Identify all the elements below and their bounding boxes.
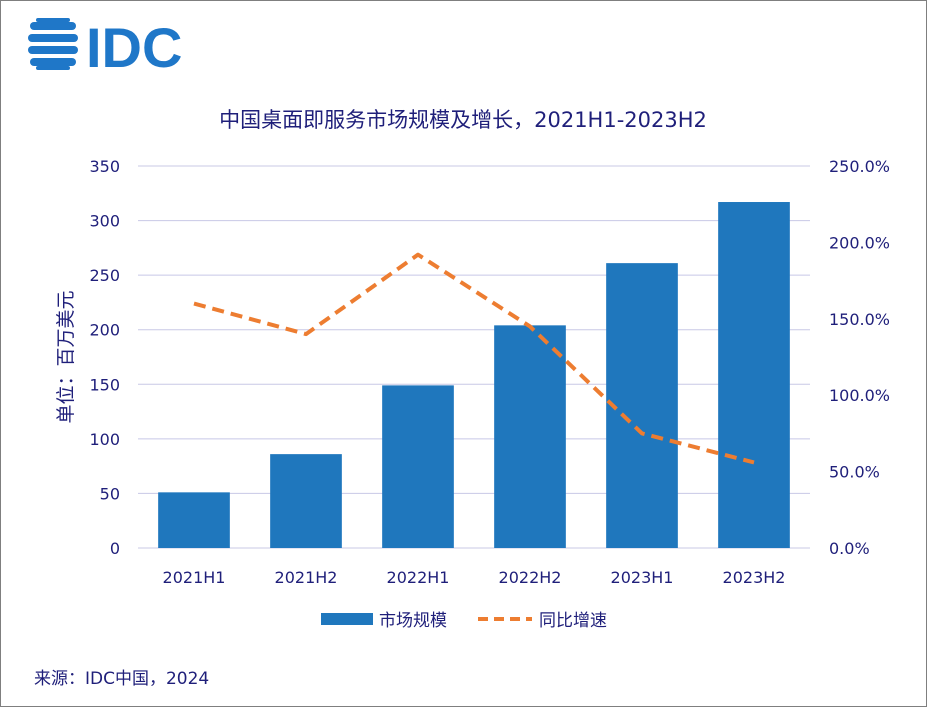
bar-2022H1 (382, 385, 454, 548)
y-axis-label: 单位：百万美元 (55, 290, 77, 423)
y2-tick-label: 150.0% (829, 310, 890, 329)
y-tick-label: 250 (89, 266, 120, 285)
legend-bar-swatch (321, 613, 373, 625)
y-tick-label: 300 (89, 212, 120, 231)
x-tick-label: 2021H2 (275, 568, 338, 587)
y-tick-label: 100 (89, 430, 120, 449)
bar-2022H2 (494, 325, 566, 548)
legend-line-label: 同比增速 (539, 611, 607, 631)
left-axis-ticks: 0 50 100 150 200 250 300 350 (89, 157, 120, 558)
y-tick-label: 200 (89, 321, 120, 340)
bar-2021H1 (158, 492, 230, 548)
bar-2023H1 (606, 263, 678, 548)
growth-line (193, 252, 755, 465)
x-axis-ticks: 2021H1 2021H2 2022H1 2022H2 2023H1 2023H2 (163, 568, 786, 587)
bar-2021H2 (270, 454, 342, 548)
gridlines (138, 165, 810, 549)
right-axis-ticks: 0.0% 50.0% 100.0% 150.0% 200.0% 250.0% (829, 157, 890, 558)
y2-tick-label: 250.0% (829, 157, 890, 176)
x-tick-label: 2022H2 (499, 568, 562, 587)
x-tick-label: 2023H1 (611, 568, 674, 587)
y-tick-label: 0 (110, 539, 120, 558)
y-tick-label: 50 (100, 484, 120, 503)
x-tick-label: 2022H1 (387, 568, 450, 587)
line-series (193, 252, 755, 465)
idc-logo: IDC (28, 16, 182, 79)
y-tick-label: 350 (89, 157, 120, 176)
logo-text: IDC (86, 16, 182, 79)
y2-tick-label: 200.0% (829, 233, 890, 252)
globe-stripes-icon (28, 18, 78, 70)
source-note: 来源：IDC中国，2024 (34, 669, 209, 689)
bar-series (158, 202, 790, 548)
legend-bar-label: 市场规模 (379, 611, 447, 631)
bar-2023H2 (718, 202, 790, 548)
y2-tick-label: 100.0% (829, 386, 890, 405)
x-tick-label: 2021H1 (163, 568, 226, 587)
y2-tick-label: 50.0% (829, 463, 880, 482)
y2-tick-label: 0.0% (829, 539, 870, 558)
y-tick-label: 150 (89, 375, 120, 394)
x-tick-label: 2023H2 (723, 568, 786, 587)
legend: 市场规模 同比增速 (321, 611, 607, 631)
chart-title: 中国桌面即服务市场规模及增长，2021H1-2023H2 (219, 108, 707, 132)
